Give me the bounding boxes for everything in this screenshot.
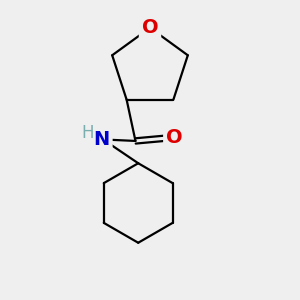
Text: O: O: [142, 18, 158, 37]
Text: H: H: [82, 124, 94, 142]
Text: N: N: [94, 130, 110, 149]
Text: O: O: [166, 128, 183, 148]
